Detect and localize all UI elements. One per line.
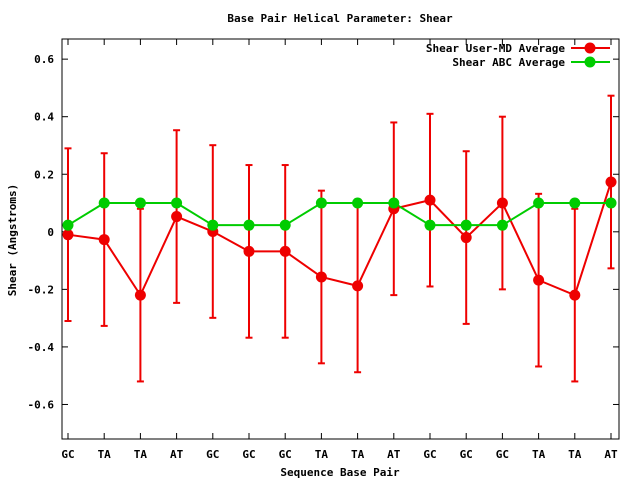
data-point-abc	[279, 219, 291, 231]
data-point-abc	[496, 219, 508, 231]
data-point-abc	[569, 197, 581, 209]
axis-ticks: -0.6 -0.4 -0.2 0 0.2 0.4 0.6 GC TA TA AT GC GC GC TA TA…	[28, 39, 619, 461]
data-point-user-md	[62, 229, 74, 241]
x-tick-label: GC	[460, 448, 473, 461]
y-tick-label: 0.6	[34, 53, 54, 66]
data-point-user-md	[315, 271, 327, 283]
x-tick-label: AT	[387, 448, 401, 461]
data-point-abc	[207, 219, 219, 231]
data-point-abc	[605, 197, 617, 209]
y-tick-label: 0	[47, 226, 54, 239]
data-point-user-md	[279, 245, 291, 257]
x-tick-label: GC	[496, 448, 509, 461]
data-point-user-md	[171, 211, 183, 223]
data-point-user-md	[533, 274, 545, 286]
x-tick-label: GC	[206, 448, 219, 461]
data-point-user-md	[424, 194, 436, 206]
chart-title: Base Pair Helical Parameter: Shear	[227, 12, 453, 25]
data-point-abc	[388, 197, 400, 209]
series-line-abc	[67, 202, 611, 227]
y-tick-label: 0.2	[34, 168, 54, 181]
x-tick-label: GC	[61, 448, 74, 461]
legend-user-md-marker	[584, 42, 596, 54]
data-point-user-md	[605, 176, 617, 188]
data-point-user-md	[496, 197, 508, 209]
data-point-abc	[424, 219, 436, 231]
y-tick-label: -0.6	[28, 398, 55, 411]
x-tick-label: TA	[98, 448, 112, 461]
data-point-user-md	[134, 289, 146, 301]
data-point-abc	[62, 219, 74, 231]
y-axis-label: Shear (Angstroms)	[6, 184, 19, 297]
data-point-abc	[98, 197, 110, 209]
data-point-user-md	[460, 232, 472, 244]
data-point-user-md	[243, 245, 255, 257]
data-point-abc	[352, 197, 364, 209]
x-tick-label: AT	[604, 448, 618, 461]
legend-abc-marker	[584, 56, 596, 68]
plot-frame	[61, 38, 620, 440]
x-tick-label: TA	[532, 448, 546, 461]
x-tick-label: GC	[423, 448, 436, 461]
x-tick-label: GC	[279, 448, 292, 461]
data-point-abc	[243, 219, 255, 231]
x-tick-label: GC	[242, 448, 255, 461]
data-point-user-md	[569, 289, 581, 301]
y-tick-label: 0.4	[34, 111, 54, 124]
x-tick-label: TA	[351, 448, 365, 461]
x-tick-label: TA	[134, 448, 148, 461]
x-axis-label: Sequence Base Pair	[280, 466, 400, 479]
x-tick-label: AT	[170, 448, 184, 461]
data-point-abc	[134, 197, 146, 209]
data-point-abc	[533, 197, 545, 209]
y-tick-label: -0.2	[28, 283, 55, 296]
series-line-user-md	[67, 181, 612, 298]
data-point-abc	[460, 219, 472, 231]
series-layer	[62, 94, 617, 383]
data-point-user-md	[352, 280, 364, 292]
legend-user-md-label: Shear User-MD Average	[426, 42, 565, 55]
x-tick-label: TA	[315, 448, 329, 461]
legend-abc-label: Shear ABC Average	[452, 56, 565, 69]
x-tick-label: TA	[568, 448, 582, 461]
data-point-abc	[171, 197, 183, 209]
y-tick-label: -0.4	[28, 341, 55, 354]
data-point-user-md	[98, 234, 110, 246]
data-point-abc	[315, 197, 327, 209]
